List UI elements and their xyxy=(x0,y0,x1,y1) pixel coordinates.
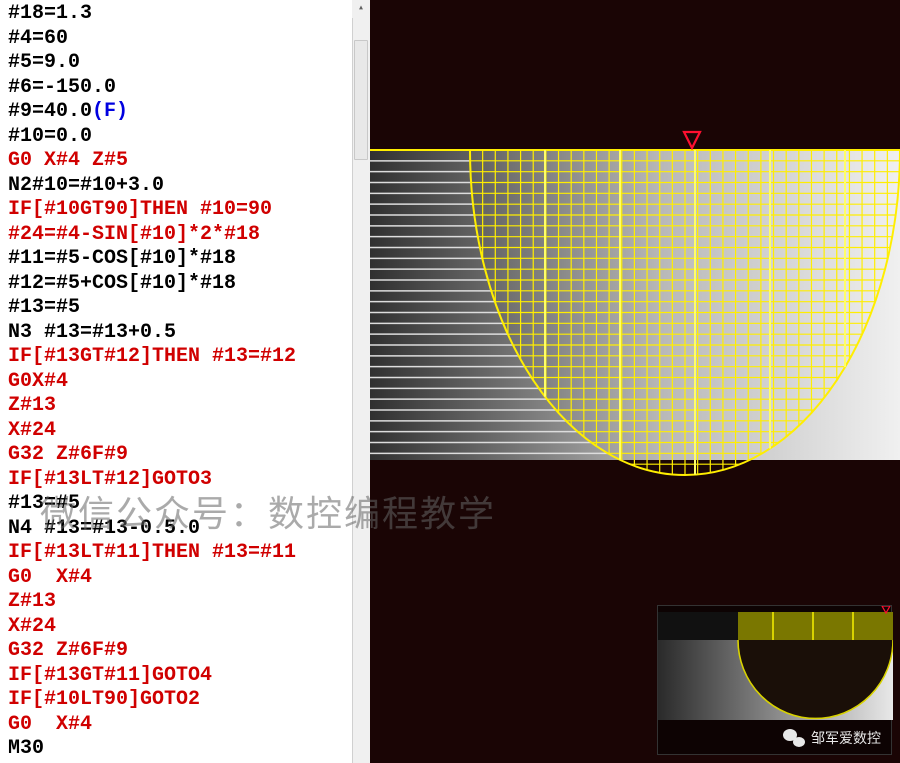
thumbnail-label-text: 邹军爱数控 xyxy=(811,728,881,748)
code-line[interactable]: #5=9.0 xyxy=(8,51,362,76)
code-line[interactable]: N4 #13=#13-0.5.0 xyxy=(8,517,362,542)
code-segment: #9=40.0 xyxy=(8,100,92,123)
tool-marker-icon xyxy=(684,132,700,148)
code-line[interactable]: Z#13 xyxy=(8,394,362,419)
code-segment: IF[#13LT#11]THEN #13=#11 xyxy=(8,541,296,564)
code-segment: M30 xyxy=(8,737,44,760)
code-line[interactable]: IF[#13LT#12]GOTO3 xyxy=(8,468,362,493)
gcode-listing: #18=1.3#4=60#5=9.0#6=-150.0#9=40.0(F)#10… xyxy=(8,2,362,762)
code-line[interactable]: #18=1.3 xyxy=(8,2,362,27)
code-segment: N2#10=#10+3.0 xyxy=(8,174,164,197)
code-line[interactable]: #12=#5+COS[#10]*#18 xyxy=(8,272,362,297)
code-segment: #5=9.0 xyxy=(8,51,80,74)
code-line[interactable]: #13=#5 xyxy=(8,492,362,517)
scrollbar-thumb[interactable] xyxy=(354,40,368,160)
app-root: #18=1.3#4=60#5=9.0#6=-150.0#9=40.0(F)#10… xyxy=(0,0,900,763)
code-segment: #4=60 xyxy=(8,27,68,50)
code-segment: #13=#5 xyxy=(8,296,80,319)
scrollbar-up-arrow-icon[interactable]: ▴ xyxy=(352,0,370,18)
code-segment: IF[#10GT90]THEN #10=90 xyxy=(8,198,272,221)
code-line[interactable]: G0 X#4 Z#5 xyxy=(8,149,362,174)
code-line[interactable]: #24=#4-SIN[#10]*2*#18 xyxy=(8,223,362,248)
wechat-icon xyxy=(783,729,805,747)
code-segment: X#24 xyxy=(8,419,56,442)
code-line[interactable]: X#24 xyxy=(8,615,362,640)
code-line[interactable]: #4=60 xyxy=(8,27,362,52)
code-segment: #18=1.3 xyxy=(8,2,92,25)
code-segment: #6=-150.0 xyxy=(8,76,116,99)
code-line[interactable]: #6=-150.0 xyxy=(8,76,362,101)
code-segment: G32 Z#6F#9 xyxy=(8,443,128,466)
code-line[interactable]: IF[#13GT#12]THEN #13=#12 xyxy=(8,345,362,370)
code-segment: N4 #13=#13-0.5.0 xyxy=(8,517,200,540)
code-line[interactable]: G32 Z#6F#9 xyxy=(8,443,362,468)
code-line[interactable]: IF[#10GT90]THEN #10=90 xyxy=(8,198,362,223)
code-segment: Z#13 xyxy=(8,394,56,417)
code-segment: #12=#5+COS[#10]*#18 xyxy=(8,272,236,295)
code-segment: X#24 xyxy=(8,615,56,638)
code-line[interactable]: G0 X#4 xyxy=(8,713,362,738)
code-line[interactable]: #11=#5-COS[#10]*#18 xyxy=(8,247,362,272)
code-line[interactable]: M30 xyxy=(8,737,362,762)
scrollbar-track[interactable]: ▴ xyxy=(352,0,370,763)
toolpath-visualization-panel[interactable]: 邹军爱数控 xyxy=(370,0,900,763)
code-line[interactable]: N3 #13=#13+0.5 xyxy=(8,321,362,346)
code-line[interactable]: N2#10=#10+3.0 xyxy=(8,174,362,199)
code-line[interactable]: #13=#5 xyxy=(8,296,362,321)
thumbnail-attribution: 邹军爱数控 xyxy=(783,728,881,748)
code-segment: IF[#10LT90]GOTO2 xyxy=(8,688,200,711)
gcode-editor-panel[interactable]: #18=1.3#4=60#5=9.0#6=-150.0#9=40.0(F)#10… xyxy=(0,0,370,763)
code-segment: G32 Z#6F#9 xyxy=(8,639,128,662)
code-segment: G0 X#4 Z#5 xyxy=(8,149,128,172)
code-line[interactable]: IF[#10LT90]GOTO2 xyxy=(8,688,362,713)
code-line[interactable]: G0 X#4 xyxy=(8,566,362,591)
code-segment: G0X#4 xyxy=(8,370,68,393)
code-segment: G0 X#4 xyxy=(8,713,92,736)
code-line[interactable]: #10=0.0 xyxy=(8,125,362,150)
code-line[interactable]: IF[#13LT#11]THEN #13=#11 xyxy=(8,541,362,566)
code-line[interactable]: #9=40.0(F) xyxy=(8,100,362,125)
code-segment: IF[#13GT#12]THEN #13=#12 xyxy=(8,345,296,368)
code-segment: #11=#5-COS[#10]*#18 xyxy=(8,247,236,270)
code-segment: (F) xyxy=(92,100,128,123)
code-segment: #10=0.0 xyxy=(8,125,92,148)
code-segment: IF[#13LT#12]GOTO3 xyxy=(8,468,212,491)
code-segment: Z#13 xyxy=(8,590,56,613)
code-segment: G0 X#4 xyxy=(8,566,92,589)
code-line[interactable]: G0X#4 xyxy=(8,370,362,395)
code-line[interactable]: X#24 xyxy=(8,419,362,444)
code-line[interactable]: G32 Z#6F#9 xyxy=(8,639,362,664)
code-segment: IF[#13GT#11]GOTO4 xyxy=(8,664,212,687)
code-line[interactable]: Z#13 xyxy=(8,590,362,615)
code-segment: #13=#5 xyxy=(8,492,80,515)
code-segment: N3 #13=#13+0.5 xyxy=(8,321,176,344)
code-line[interactable]: IF[#13GT#11]GOTO4 xyxy=(8,664,362,689)
preview-thumbnail[interactable]: 邹军爱数控 xyxy=(657,605,892,755)
code-segment: #24=#4-SIN[#10]*2*#18 xyxy=(8,223,260,246)
